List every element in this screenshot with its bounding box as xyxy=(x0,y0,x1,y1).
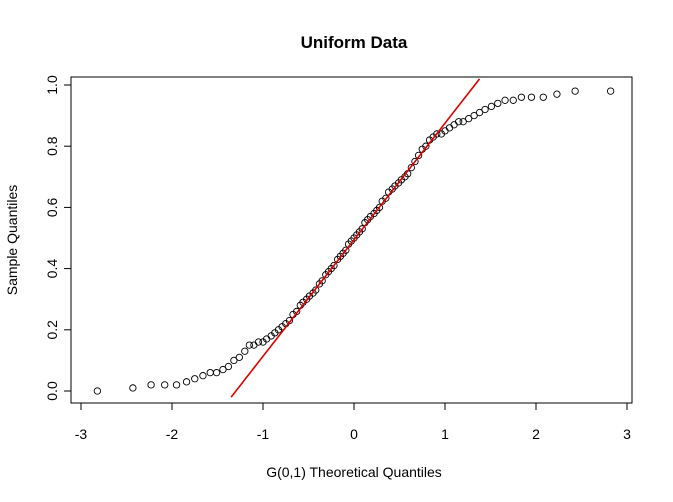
y-tick-label: 0.6 xyxy=(44,197,60,217)
data-point xyxy=(161,381,169,389)
x-tick-label: 0 xyxy=(350,426,358,442)
data-point xyxy=(199,372,207,380)
data-point xyxy=(250,341,258,349)
reference-line-group xyxy=(230,78,481,398)
y-axis-title: Sample Quantiles xyxy=(4,185,20,296)
sample-points xyxy=(93,87,615,395)
data-point xyxy=(553,90,561,98)
data-point xyxy=(571,87,579,95)
data-point xyxy=(129,384,137,392)
data-point xyxy=(147,381,155,389)
data-point xyxy=(330,261,338,270)
reference-line xyxy=(230,78,481,398)
x-tick-label: -3 xyxy=(75,426,88,442)
data-point xyxy=(241,347,249,355)
chart-title: Uniform Data xyxy=(301,33,408,52)
data-point xyxy=(433,130,441,138)
data-point xyxy=(293,307,301,316)
x-axis: -3 -2 -1 0 1 2 3 xyxy=(75,402,631,442)
data-point xyxy=(230,356,238,365)
data-point xyxy=(445,124,454,132)
data-point xyxy=(318,277,326,285)
data-point xyxy=(465,115,473,123)
data-point xyxy=(450,121,458,129)
data-point xyxy=(475,108,484,117)
data-point xyxy=(358,225,366,233)
data-point xyxy=(212,368,221,377)
y-tick-label: 0.4 xyxy=(44,259,60,279)
x-tick-label: -2 xyxy=(166,426,179,442)
data-point xyxy=(454,118,463,126)
data-point xyxy=(312,286,320,294)
data-point xyxy=(509,96,517,104)
data-point xyxy=(235,353,243,361)
data-point xyxy=(254,338,263,346)
data-point xyxy=(342,246,350,254)
data-point xyxy=(411,157,419,166)
data-point xyxy=(172,381,181,389)
data-point xyxy=(285,316,294,325)
data-point xyxy=(481,105,489,114)
data-point xyxy=(382,194,390,202)
data-point xyxy=(407,163,415,172)
data-point xyxy=(93,387,102,395)
x-tick-label: 2 xyxy=(532,426,540,442)
data-point xyxy=(501,96,509,104)
data-point xyxy=(487,102,496,111)
data-point xyxy=(375,203,384,212)
data-point xyxy=(219,365,227,374)
data-point xyxy=(517,93,526,101)
data-point xyxy=(527,93,536,101)
data-point xyxy=(606,87,615,95)
data-point xyxy=(459,118,467,126)
data-point xyxy=(191,375,199,383)
x-tick-label: -1 xyxy=(257,426,270,442)
x-tick-label: 3 xyxy=(623,426,631,442)
data-point xyxy=(224,362,233,371)
y-tick-label: 1.0 xyxy=(44,75,60,95)
y-tick-label: 0.8 xyxy=(44,136,60,156)
data-point xyxy=(206,368,214,377)
data-point xyxy=(414,151,423,160)
x-tick-label: 1 xyxy=(441,426,449,442)
y-tick-label: 0.0 xyxy=(44,381,60,401)
data-point xyxy=(494,99,502,108)
data-point xyxy=(422,142,430,150)
data-point xyxy=(245,341,254,349)
data-point xyxy=(539,93,547,101)
data-point xyxy=(470,111,478,120)
y-tick-label: 0.2 xyxy=(44,320,60,340)
data-point xyxy=(182,378,191,386)
y-axis: 0.0 0.2 0.4 0.6 0.8 1.0 xyxy=(44,75,72,401)
x-axis-title: G(0,1) Theoretical Quantiles xyxy=(266,464,442,480)
